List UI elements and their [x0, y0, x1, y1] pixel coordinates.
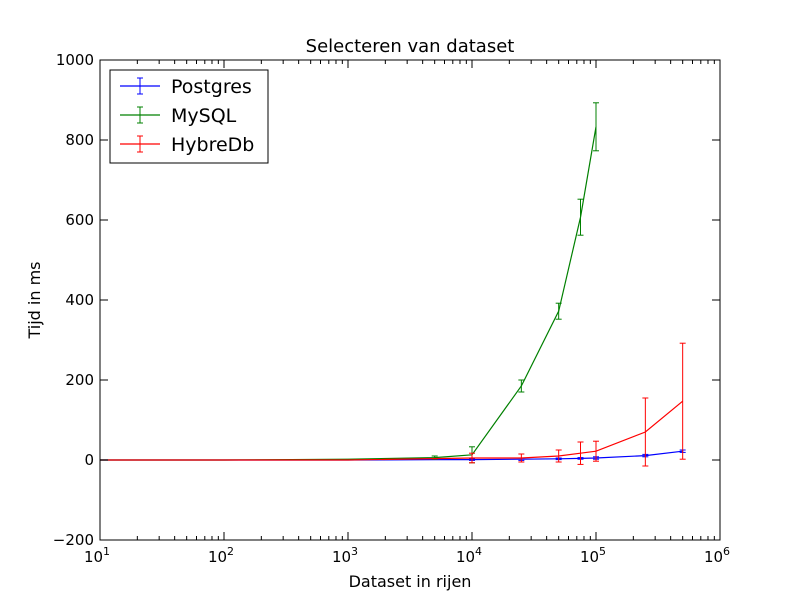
series-hybredb: [100, 342, 686, 467]
error-bar: [469, 452, 475, 464]
y-axis-label: Tijd in ms: [25, 261, 44, 339]
x-tick-base: 10: [704, 548, 723, 566]
x-tick-exponent: 3: [351, 545, 358, 558]
y-tick-label: 200: [65, 371, 94, 389]
x-tick-label: 103: [332, 545, 358, 566]
series-line: [100, 400, 684, 461]
y-tick-label: 400: [65, 291, 94, 309]
error-bar: [679, 342, 686, 460]
error-bar: [577, 441, 584, 465]
error-bar: [518, 453, 525, 463]
legend-label: Postgres: [171, 76, 252, 98]
y-tick-label: 1000: [56, 51, 94, 69]
legend-label: HybreDb: [171, 134, 254, 156]
x-tick-exponent: 4: [475, 545, 482, 558]
x-tick-base: 10: [580, 548, 599, 566]
x-tick-label: 101: [84, 545, 110, 566]
error-bar: [555, 449, 562, 463]
x-tick-label: 102: [208, 545, 234, 566]
x-tick-label: 106: [704, 545, 730, 566]
y-tick-label: −200: [53, 531, 94, 549]
chart-title: Selecteren van dataset: [306, 36, 515, 57]
error-bar: [593, 102, 599, 152]
error-bar: [518, 379, 525, 393]
legend-item-postgres: Postgres: [120, 76, 252, 98]
legend: Postgres MySQL HybreDb: [109, 69, 269, 164]
y-tick-label: 0: [84, 451, 94, 469]
x-axis-label: Dataset in rijen: [349, 572, 472, 591]
legend-label: MySQL: [171, 105, 237, 127]
error-bar: [642, 397, 649, 467]
legend-item-mysql: MySQL: [120, 105, 237, 127]
x-tick-base: 10: [208, 548, 227, 566]
error-bar: [593, 440, 599, 462]
x-tick-exponent: 5: [599, 545, 606, 558]
x-tick-exponent: 1: [103, 545, 110, 558]
plot-area: [100, 102, 686, 467]
x-tick-exponent: 6: [723, 545, 730, 558]
x-tick-label: 105: [580, 545, 606, 566]
x-tick-label: 104: [456, 545, 482, 566]
x-tick-exponent: 2: [227, 545, 234, 558]
legend-item-hybredb: HybreDb: [120, 134, 254, 156]
x-tick-base: 10: [456, 548, 475, 566]
error-bar: [555, 302, 562, 320]
x-tick-base: 10: [332, 548, 351, 566]
error-bar: [577, 198, 584, 236]
y-tick-label: 800: [65, 131, 94, 149]
x-tick-base: 10: [84, 548, 103, 566]
y-tick-label: 600: [65, 211, 94, 229]
